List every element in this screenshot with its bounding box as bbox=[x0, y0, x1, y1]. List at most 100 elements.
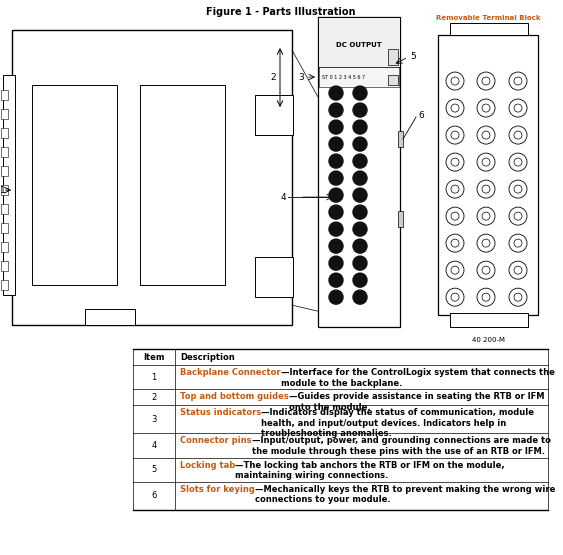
Bar bbox=[1, 90, 8, 100]
Bar bbox=[1, 204, 8, 214]
Circle shape bbox=[514, 185, 522, 193]
Bar bbox=[32, 85, 117, 285]
Bar bbox=[1, 128, 8, 138]
Circle shape bbox=[514, 239, 522, 247]
Text: 4: 4 bbox=[280, 193, 286, 201]
Text: —Input/output, power, and grounding connections are made to the module through t: —Input/output, power, and grounding conn… bbox=[252, 436, 551, 456]
Circle shape bbox=[509, 180, 527, 198]
Circle shape bbox=[509, 234, 527, 252]
Circle shape bbox=[477, 153, 495, 171]
Circle shape bbox=[446, 288, 464, 306]
Bar bbox=[398, 131, 403, 147]
Circle shape bbox=[353, 86, 367, 100]
Circle shape bbox=[482, 77, 490, 85]
Circle shape bbox=[446, 99, 464, 117]
Circle shape bbox=[451, 77, 459, 85]
Text: Item: Item bbox=[143, 352, 165, 362]
Circle shape bbox=[451, 266, 459, 274]
Circle shape bbox=[353, 188, 367, 202]
Bar bbox=[1, 242, 8, 252]
Text: Status indicators: Status indicators bbox=[180, 408, 261, 417]
Circle shape bbox=[329, 137, 343, 151]
Bar bbox=[388, 49, 398, 65]
Circle shape bbox=[514, 131, 522, 139]
Circle shape bbox=[514, 293, 522, 301]
Circle shape bbox=[514, 77, 522, 85]
Text: Locking tab: Locking tab bbox=[180, 461, 235, 470]
Text: 2: 2 bbox=[151, 393, 157, 402]
Circle shape bbox=[329, 239, 343, 253]
Circle shape bbox=[451, 185, 459, 193]
Text: Figure 1 - Parts Illustration: Figure 1 - Parts Illustration bbox=[206, 7, 356, 17]
Circle shape bbox=[353, 171, 367, 185]
Circle shape bbox=[482, 131, 490, 139]
Bar bbox=[318, 17, 400, 327]
Text: 2: 2 bbox=[270, 73, 276, 82]
Circle shape bbox=[482, 158, 490, 166]
Text: 1: 1 bbox=[0, 185, 6, 195]
Circle shape bbox=[514, 266, 522, 274]
Text: Connector pins: Connector pins bbox=[180, 436, 252, 446]
Circle shape bbox=[353, 256, 367, 270]
Circle shape bbox=[446, 72, 464, 90]
Text: 6: 6 bbox=[151, 491, 157, 500]
Bar bbox=[255, 95, 293, 135]
Circle shape bbox=[329, 256, 343, 270]
Circle shape bbox=[451, 104, 459, 112]
Text: Removable Terminal Block: Removable Terminal Block bbox=[436, 15, 540, 21]
Circle shape bbox=[477, 180, 495, 198]
Circle shape bbox=[477, 207, 495, 225]
Circle shape bbox=[353, 120, 367, 134]
Text: 1: 1 bbox=[151, 373, 157, 382]
Circle shape bbox=[451, 293, 459, 301]
Circle shape bbox=[353, 290, 367, 304]
Circle shape bbox=[509, 126, 527, 144]
Bar bbox=[140, 85, 225, 285]
Circle shape bbox=[509, 153, 527, 171]
Text: 5: 5 bbox=[410, 52, 415, 60]
Circle shape bbox=[482, 293, 490, 301]
Circle shape bbox=[477, 288, 495, 306]
Circle shape bbox=[329, 222, 343, 236]
Text: 3: 3 bbox=[298, 73, 304, 82]
Circle shape bbox=[446, 261, 464, 279]
Bar bbox=[1, 223, 8, 233]
Text: 3: 3 bbox=[151, 415, 157, 424]
Circle shape bbox=[509, 72, 527, 90]
Text: Slots for keying: Slots for keying bbox=[180, 485, 255, 494]
Circle shape bbox=[329, 103, 343, 117]
Text: Backplane Connector: Backplane Connector bbox=[180, 368, 280, 377]
Circle shape bbox=[482, 239, 490, 247]
Circle shape bbox=[353, 103, 367, 117]
Text: ST 0 1 2 3 4 5 6 7: ST 0 1 2 3 4 5 6 7 bbox=[322, 74, 365, 79]
Text: 6: 6 bbox=[418, 110, 424, 119]
Bar bbox=[1, 166, 8, 176]
Bar bbox=[12, 30, 292, 325]
Circle shape bbox=[482, 212, 490, 220]
Circle shape bbox=[329, 154, 343, 168]
Circle shape bbox=[329, 120, 343, 134]
Circle shape bbox=[509, 99, 527, 117]
Text: 40 200-M: 40 200-M bbox=[471, 337, 504, 343]
Text: Description: Description bbox=[180, 352, 235, 362]
Circle shape bbox=[446, 207, 464, 225]
Circle shape bbox=[329, 171, 343, 185]
Bar bbox=[450, 23, 528, 35]
Circle shape bbox=[353, 154, 367, 168]
Text: Top and bottom guides: Top and bottom guides bbox=[180, 392, 289, 401]
Circle shape bbox=[451, 131, 459, 139]
Circle shape bbox=[451, 158, 459, 166]
Bar bbox=[85, 309, 135, 325]
Bar bbox=[450, 313, 528, 327]
Bar bbox=[1, 185, 8, 195]
Text: —Interface for the ControlLogix system that connects the module to the backplane: —Interface for the ControlLogix system t… bbox=[280, 368, 555, 387]
Circle shape bbox=[353, 239, 367, 253]
Circle shape bbox=[514, 104, 522, 112]
Text: 4: 4 bbox=[151, 441, 157, 450]
Bar bbox=[1, 280, 8, 290]
Circle shape bbox=[446, 180, 464, 198]
Text: —Indicators display the status of communication, module health, and input/output: —Indicators display the status of commun… bbox=[261, 408, 534, 438]
Circle shape bbox=[514, 212, 522, 220]
Text: —The locking tab anchors the RTB or IFM on the module, maintaining wiring connec: —The locking tab anchors the RTB or IFM … bbox=[235, 461, 505, 480]
Circle shape bbox=[353, 137, 367, 151]
